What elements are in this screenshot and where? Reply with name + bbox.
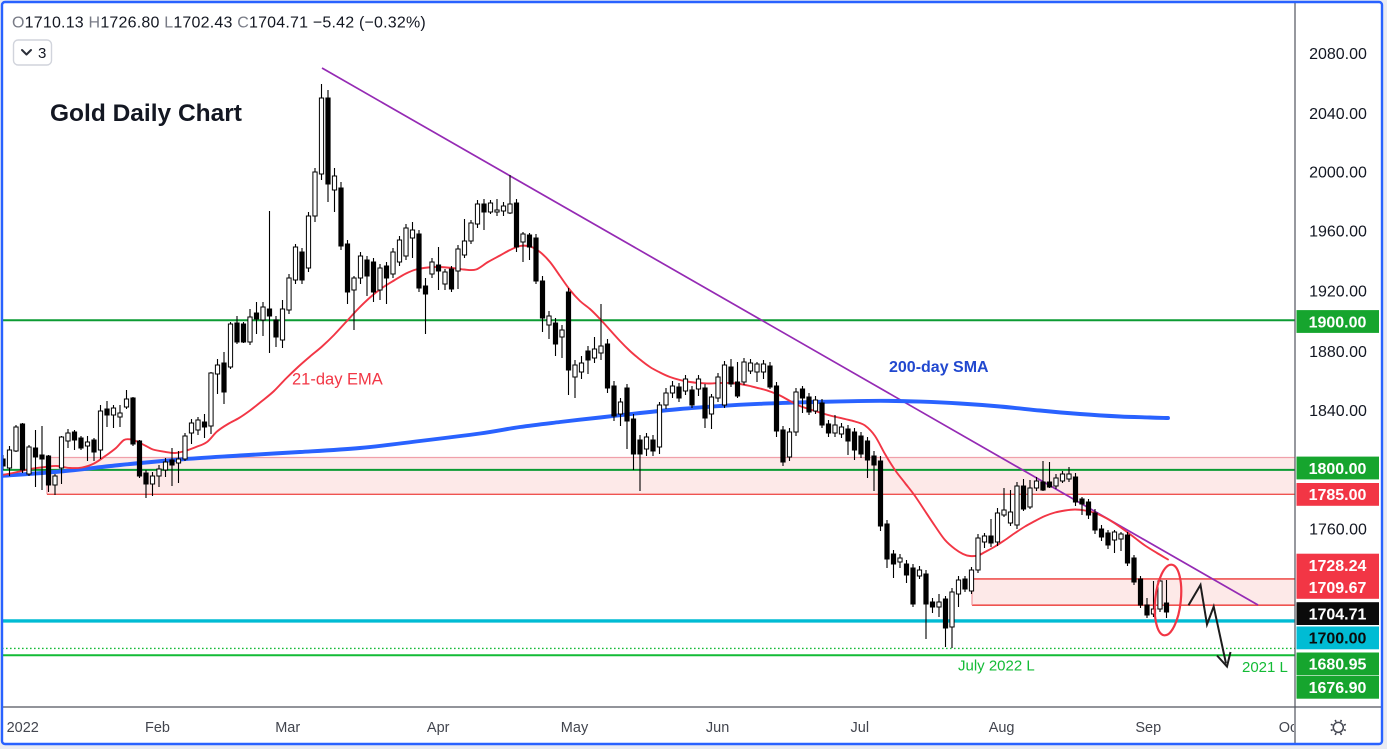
svg-text:1676.90: 1676.90 (1309, 680, 1367, 697)
svg-text:200-day SMA: 200-day SMA (889, 359, 989, 376)
svg-text:1880.00: 1880.00 (1309, 344, 1367, 361)
svg-text:1920.00: 1920.00 (1309, 283, 1367, 300)
svg-text:Jun: Jun (706, 720, 729, 736)
svg-text:2022: 2022 (7, 720, 39, 736)
svg-text:1800.00: 1800.00 (1309, 461, 1367, 478)
svg-text:1728.24: 1728.24 (1309, 558, 1367, 575)
svg-text:2021 L: 2021 L (1242, 659, 1288, 676)
svg-text:1785.00: 1785.00 (1309, 487, 1367, 504)
svg-text:21-day EMA: 21-day EMA (292, 371, 383, 389)
svg-text:Aug: Aug (989, 720, 1015, 736)
svg-text:Sep: Sep (1135, 720, 1161, 736)
svg-text:Feb: Feb (145, 720, 170, 736)
svg-text:2000.00: 2000.00 (1309, 165, 1367, 182)
svg-text:3: 3 (38, 45, 46, 62)
svg-text:Gold Daily Chart: Gold Daily Chart (50, 100, 242, 127)
svg-text:1680.95: 1680.95 (1309, 657, 1367, 674)
svg-text:1760.00: 1760.00 (1309, 522, 1367, 539)
svg-text:Mar: Mar (275, 720, 300, 736)
svg-text:1709.67: 1709.67 (1309, 580, 1367, 597)
svg-text:1840.00: 1840.00 (1309, 403, 1367, 420)
svg-text:1960.00: 1960.00 (1309, 224, 1367, 241)
svg-text:1700.00: 1700.00 (1309, 631, 1367, 648)
svg-text:Oct: Oct (1279, 720, 1302, 736)
svg-text:1900.00: 1900.00 (1309, 314, 1367, 331)
svg-text:May: May (561, 720, 589, 736)
svg-text:2080.00: 2080.00 (1309, 46, 1367, 63)
svg-text:1704.71: 1704.71 (1309, 606, 1367, 623)
svg-text:Apr: Apr (427, 720, 450, 736)
svg-text:O1710.13 H1726.80 L1702.43 C17: O1710.13 H1726.80 L1702.43 C1704.71 −5.4… (12, 15, 426, 32)
svg-text:July 2022 L: July 2022 L (958, 658, 1035, 675)
svg-text:2040.00: 2040.00 (1309, 106, 1367, 123)
svg-text:Jul: Jul (851, 720, 870, 736)
